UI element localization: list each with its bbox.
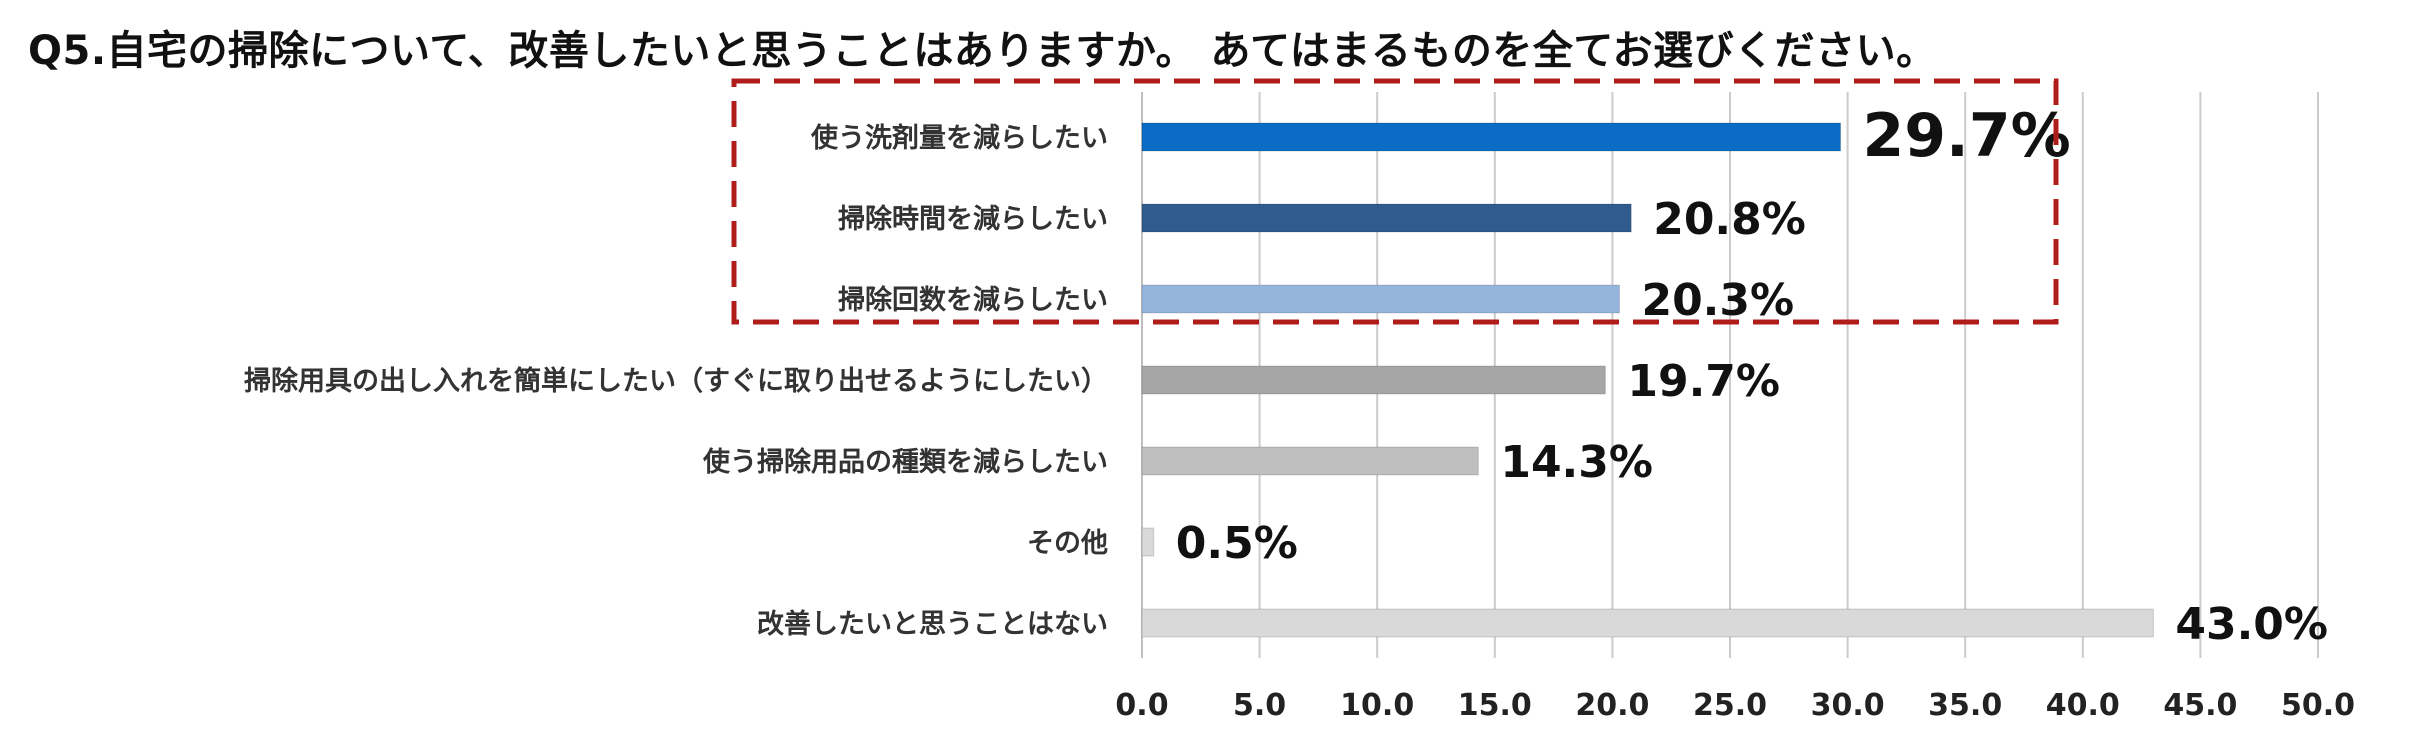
data-label: 19.7% [1627,356,1780,407]
bar [1141,284,1620,314]
category-label: その他 [1027,528,1108,559]
bar [1141,446,1479,476]
category-label: 掃除回数を減らしたい [838,284,1108,316]
data-label: 20.8% [1653,194,1806,245]
x-tick-label: 25.0 [1693,688,1767,723]
x-tick-label: 20.0 [1575,688,1649,723]
bar [1141,608,2154,638]
data-labels: 29.7% 20.8% 20.3% 19.7% 14.3% 0.5% 43.0% [1176,101,2328,650]
data-label: 0.5% [1176,518,1298,569]
category-label: 使う掃除用品の種類を減らしたい [702,446,1108,478]
category-label: 使う洗剤量を減らしたい [810,122,1108,154]
bar [1141,365,1606,395]
bar [1141,122,1842,152]
bars [1141,122,2154,638]
x-tick-label: 0.0 [1115,688,1168,723]
bar [1141,527,1155,557]
category-label: 改善したいと思うことはない [757,608,1108,640]
category-label: 掃除時間を減らしたい [838,203,1108,235]
x-tick-label: 40.0 [2046,688,2120,723]
x-tick-label: 35.0 [1928,688,2002,723]
x-tick-label: 50.0 [2281,688,2355,723]
chart-title: Q5.自宅の掃除について、改善したいと思うことはありますか。 あてはまるものを全… [28,28,1937,74]
category-label: 掃除用具の出し入れを簡単にしたい（すぐに取り出せるようにしたい） [244,365,1108,397]
highlight-box [731,78,2059,325]
x-tick-label: 30.0 [1811,688,1885,723]
category-labels: 使う洗剤量を減らしたい掃除時間を減らしたい掃除回数を減らしたい掃除用具の出し入れ… [244,122,1108,640]
highlight-dashed-box [731,78,2059,325]
data-label: 43.0% [2175,599,2328,650]
x-tick-label: 45.0 [2163,688,2237,723]
x-tick-label: 15.0 [1458,688,1532,723]
data-label: 20.3% [1641,275,1794,326]
bar [1141,203,1632,233]
data-label: 29.7% [1863,101,2071,171]
x-tick-label: 10.0 [1340,688,1414,723]
x-tick-label: 5.0 [1233,688,1286,723]
x-tick-labels: 0.0 5.0 10.0 15.0 20.0 25.0 30.0 35.0 40.0 45.0 50… [1115,688,2355,723]
data-label: 14.3% [1500,437,1653,488]
